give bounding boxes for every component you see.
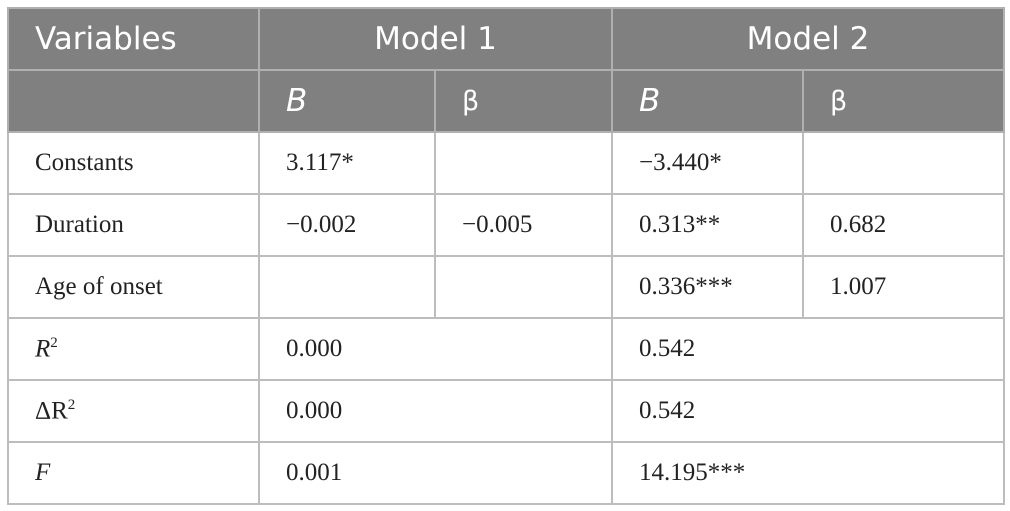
regression-table: Variables Model 1 Model 2 B β B β Consta… [7,7,1005,505]
header-cell: Model 1 [258,7,613,71]
cell [802,131,1005,195]
cell: Duration [7,193,260,257]
cell: Age of onset [7,255,260,319]
cell [258,255,436,319]
superscript: 2 [50,334,58,351]
cell: −0.005 [434,193,613,257]
label: R [35,335,51,363]
header-cell: B [611,69,804,133]
header-row: B β B β [7,69,1005,133]
cell: 0.000 [258,317,613,381]
row: Duration −0.002 −0.005 0.313** 0.682 [7,193,1005,257]
row: Constants 3.117* −3.440* [7,131,1005,195]
header-row: Variables Model 1 Model 2 [7,7,1005,71]
cell: 14.195*** [611,441,1005,505]
cell: 0.542 [611,379,1005,443]
label: ΔR [35,397,68,425]
cell: 0.000 [258,379,613,443]
row: F 0.001 14.195*** [7,441,1005,505]
cell: R2 [7,317,260,381]
cell: 0.336*** [611,255,804,319]
cell: 3.117* [258,131,436,195]
cell: Constants [7,131,260,195]
header-cell: Model 2 [611,7,1005,71]
cell: −3.440* [611,131,804,195]
row: R2 0.000 0.542 [7,317,1005,381]
cell: 1.007 [802,255,1005,319]
row: Age of onset 0.336*** 1.007 [7,255,1005,319]
header-cell: β [434,69,613,133]
cell: ΔR2 [7,379,260,443]
row: ΔR2 0.000 0.542 [7,379,1005,443]
header-cell [7,69,260,133]
cell: 0.313** [611,193,804,257]
superscript: 2 [67,396,76,413]
cell [434,255,613,319]
cell: 0.542 [611,317,1005,381]
cell: F [7,441,260,505]
header-cell: B [258,69,436,133]
header-cell: β [802,69,1005,133]
cell: 0.682 [802,193,1005,257]
cell: −0.002 [258,193,436,257]
cell: 0.001 [258,441,613,505]
cell [434,131,613,195]
header-cell: Variables [7,7,260,71]
